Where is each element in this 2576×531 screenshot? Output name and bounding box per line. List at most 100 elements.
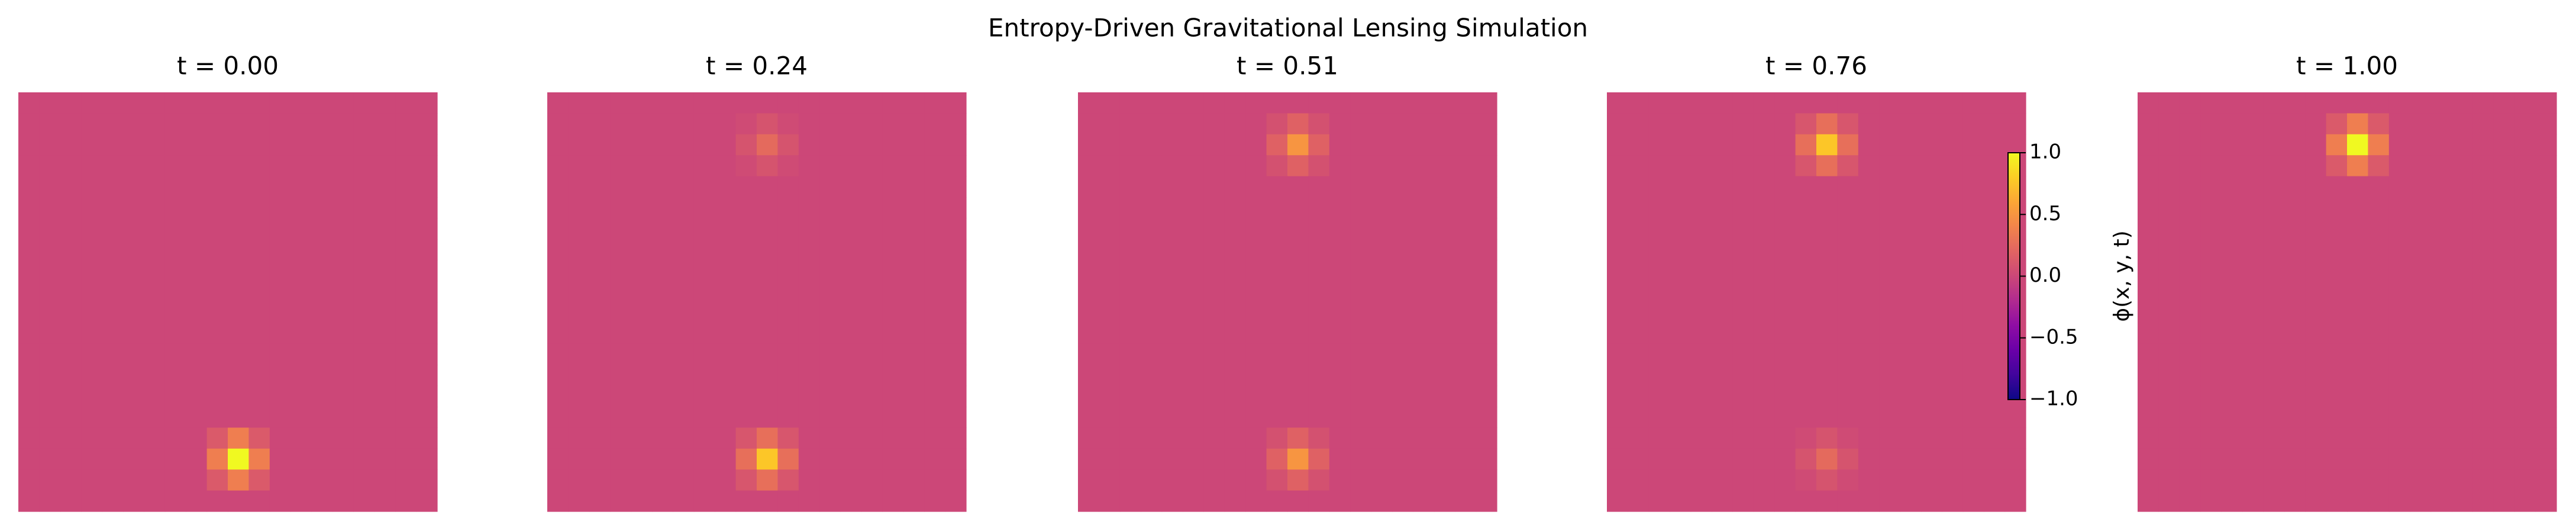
heatmap-cell (1099, 427, 1121, 449)
heatmap-cell (2368, 385, 2390, 407)
heatmap-cell (1392, 92, 1413, 114)
heatmap-cell (693, 260, 715, 282)
heatmap-cell (2004, 448, 2026, 470)
heatmap-cell (757, 427, 778, 449)
heatmap-cell (2347, 260, 2368, 282)
heatmap-cell (1607, 323, 1628, 345)
heatmap-cell (735, 407, 757, 428)
heatmap-cell (1858, 197, 1880, 218)
heatmap-cell (903, 260, 925, 282)
heatmap-cell (102, 218, 124, 240)
heatmap-cell (248, 260, 270, 282)
heatmap-cell (882, 427, 904, 449)
heatmap-cell (1900, 260, 1922, 282)
heatmap-cell (1224, 155, 1246, 177)
heatmap-cell (228, 323, 249, 345)
heatmap-cell (757, 469, 778, 491)
heatmap-cell (2158, 385, 2180, 407)
heatmap-cell (1099, 113, 1121, 135)
heatmap-cell (2158, 343, 2180, 365)
heatmap-cell (715, 323, 737, 345)
heatmap-cell (945, 134, 967, 156)
heatmap-cell (1141, 427, 1163, 449)
heatmap-cell (861, 281, 883, 302)
heatmap-cell (2472, 448, 2494, 470)
heatmap-cell (186, 469, 208, 491)
heatmap-cell (1628, 92, 1649, 114)
heatmap-cell (353, 281, 375, 302)
heatmap-cell (1141, 385, 1163, 407)
heatmap-cell (290, 281, 312, 302)
heatmap-cell (2242, 407, 2264, 428)
heatmap-cell (2514, 343, 2536, 365)
heatmap-cell (589, 239, 611, 260)
heatmap-cell (311, 448, 333, 470)
heatmap-cell (2305, 448, 2327, 470)
heatmap-cell (777, 92, 799, 114)
heatmap-cell (903, 490, 925, 512)
heatmap-cell (652, 365, 673, 387)
heatmap-cell (2221, 134, 2243, 156)
heatmap-cell (2263, 92, 2285, 114)
heatmap-cell (333, 302, 354, 323)
heatmap-cell (1962, 427, 1984, 449)
heatmap-cell (2410, 448, 2432, 470)
heatmap-cell (333, 239, 354, 260)
heatmap-cell (1962, 490, 1984, 512)
heatmap-cell (1392, 260, 1413, 282)
heatmap-cell (2535, 469, 2557, 491)
heatmap-cell (1690, 448, 1712, 470)
heatmap-cell (1648, 302, 1670, 323)
heatmap-cell (228, 427, 249, 449)
heatmap-cell (547, 134, 569, 156)
heatmap-cell (144, 490, 166, 512)
heatmap-cell (1413, 176, 1435, 198)
heatmap-cell (2430, 134, 2452, 156)
heatmap-cell (1183, 260, 1204, 282)
heatmap-cell (18, 365, 40, 387)
heatmap-cell (1287, 448, 1309, 470)
heatmap-cell (757, 176, 778, 198)
heatmap-cell (1308, 490, 1330, 512)
heatmap-cell (1308, 427, 1330, 449)
heatmap-cell (1690, 365, 1712, 387)
heatmap-cell (248, 448, 270, 470)
heatmap-cell (1245, 134, 1267, 156)
heatmap-cell (1392, 343, 1413, 365)
heatmap-cell (2368, 365, 2390, 387)
heatmap-cell (861, 469, 883, 491)
heatmap-cell (2200, 260, 2222, 282)
heatmap-cell (1455, 469, 1477, 491)
heatmap-cell (547, 323, 569, 345)
heatmap-cell (1350, 323, 1372, 345)
heatmap-cell (2158, 134, 2180, 156)
heatmap-cell (1921, 92, 1942, 114)
heatmap-cell (1224, 448, 1246, 470)
heatmap-cell (945, 239, 967, 260)
heatmap-cell (2263, 448, 2285, 470)
heatmap-cell (1119, 407, 1141, 428)
heatmap-cell (1795, 113, 1817, 135)
heatmap-cell (290, 323, 312, 345)
heatmap-cell (2004, 113, 2026, 135)
heatmap-cell (673, 490, 695, 512)
heatmap-cell (2305, 281, 2327, 302)
heatmap-cell (882, 323, 904, 345)
heatmap-cell (186, 218, 208, 240)
heatmap-cell (18, 113, 40, 135)
heatmap-cell (2368, 343, 2390, 365)
heatmap-cell (757, 155, 778, 177)
heatmap-cell (248, 365, 270, 387)
panel-title: t = 0.24 (706, 52, 808, 81)
heatmap-cell (2347, 490, 2368, 512)
heatmap-cell (1434, 260, 1455, 282)
heatmap-cell (589, 490, 611, 512)
heatmap-cell (798, 407, 820, 428)
heatmap-cell (693, 197, 715, 218)
colorbar-tick-label: 0.5 (2029, 202, 2061, 226)
heatmap-cell (353, 323, 375, 345)
heatmap-cell (1371, 113, 1393, 135)
heatmap-cell (2388, 239, 2410, 260)
heatmap-cell (1078, 448, 1099, 470)
heatmap-cell (1732, 92, 1754, 114)
